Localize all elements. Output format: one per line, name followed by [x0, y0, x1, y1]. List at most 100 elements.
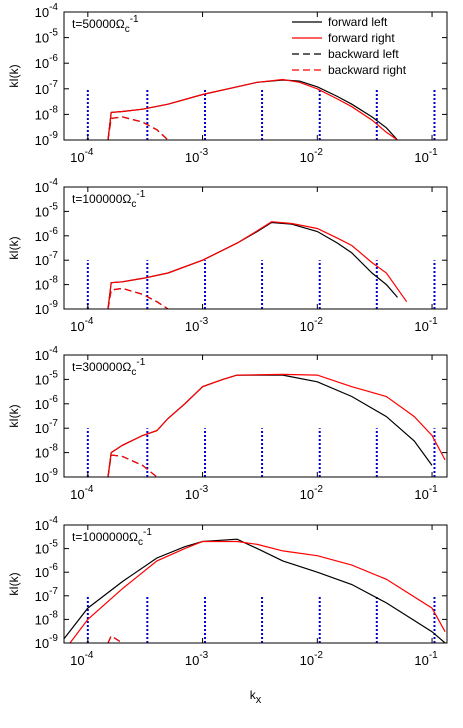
text-part: -1 [130, 14, 139, 25]
text-part: t=50000Ω [72, 17, 125, 31]
x-tick-label: 10-4 [70, 484, 94, 502]
text-part: -6 [49, 53, 58, 64]
y-tick-label: 10-5 [35, 539, 59, 557]
text-part: -4 [49, 515, 58, 526]
text-part: 10 [35, 31, 49, 46]
y-tick-label: 10-7 [35, 586, 59, 604]
text-part: -2 [314, 650, 323, 661]
text-part: 10 [35, 253, 49, 268]
text-part: 10 [300, 319, 314, 334]
legend-label: backward right [328, 63, 407, 77]
y-axis-label: kI(k) [7, 572, 21, 595]
x-tick-label: 10-3 [185, 484, 209, 502]
series-line [107, 79, 398, 140]
series-line [107, 373, 446, 477]
text-part: -5 [49, 28, 58, 39]
text-part: -4 [85, 316, 94, 327]
y-tick-label: 10-5 [35, 28, 59, 46]
x-tick-label: 10-3 [185, 147, 209, 165]
text-part: -1 [429, 650, 438, 661]
text-part: 10 [35, 180, 49, 195]
text-part: 10 [35, 348, 49, 363]
text-part: 10 [35, 470, 49, 485]
text-part: -6 [49, 394, 58, 405]
y-tick-label: 10-4 [35, 345, 59, 363]
text-part: -7 [49, 418, 58, 429]
text-part: 10 [414, 487, 428, 502]
y-tick-label: 10-4 [35, 515, 59, 533]
y-tick-label: 10-7 [35, 79, 59, 97]
text-part: 10 [300, 487, 314, 502]
text-part: 10 [35, 612, 49, 627]
x-tick-label: 10-4 [70, 650, 94, 668]
legend-label: forward left [328, 15, 388, 29]
text-part: 10 [35, 372, 49, 387]
series-line [107, 78, 398, 140]
legend-label: backward left [328, 47, 399, 61]
text-part: -9 [49, 130, 58, 141]
text-part: -5 [49, 369, 58, 380]
x-tick-label: 10-1 [414, 147, 438, 165]
x-tick-label: 10-3 [185, 316, 209, 334]
x-tick-label: 10-2 [300, 650, 324, 668]
x-tick-label: 10-3 [185, 650, 209, 668]
text-part: -1 [429, 484, 438, 495]
text-part: -5 [49, 539, 58, 550]
text-part: 10 [185, 319, 199, 334]
text-part: -4 [85, 147, 94, 158]
x-tick-label: 10-4 [70, 147, 94, 165]
series-line [107, 287, 169, 309]
text-part: 10 [35, 56, 49, 71]
text-part: -6 [49, 226, 58, 237]
text-part: -3 [199, 484, 208, 495]
text-part: -2 [314, 484, 323, 495]
text-part: -4 [85, 484, 94, 495]
x-tick-label: 10-4 [70, 316, 94, 334]
text-part: -1 [143, 527, 152, 538]
x-axis-label: kx [250, 688, 262, 706]
x-tick-label: 10-1 [414, 650, 438, 668]
y-tick-label: 10-8 [35, 609, 59, 627]
text-part: -6 [49, 562, 58, 573]
series-line [69, 540, 446, 643]
text-part: -1 [429, 147, 438, 158]
text-part: c [131, 199, 136, 210]
text-part: t=100000Ω [72, 192, 131, 206]
text-part: t=1000000Ω [72, 530, 138, 544]
text-part: 10 [35, 397, 49, 412]
series-line [107, 116, 169, 140]
text-part: 10 [35, 302, 49, 317]
text-part: -8 [49, 275, 58, 286]
text-part: -3 [199, 650, 208, 661]
text-part: -7 [49, 250, 58, 261]
text-part: -4 [49, 2, 58, 13]
x-tick-label: 10-2 [300, 147, 324, 165]
text-part: 10 [35, 82, 49, 97]
y-tick-label: 10-8 [35, 443, 59, 461]
text-part: -4 [85, 650, 94, 661]
text-part: 10 [35, 421, 49, 436]
text-part: -1 [136, 189, 145, 200]
text-part: 10 [35, 542, 49, 557]
text-part: 10 [35, 107, 49, 122]
text-part: 10 [185, 487, 199, 502]
y-tick-label: 10-6 [35, 226, 59, 244]
y-tick-label: 10-4 [35, 2, 59, 20]
text-part: 10 [70, 150, 84, 165]
y-tick-label: 10-7 [35, 418, 59, 436]
series-line [107, 221, 398, 309]
text-part: c [138, 537, 143, 548]
series-line [107, 287, 169, 309]
x-tick-label: 10-2 [300, 484, 324, 502]
text-part: 10 [414, 653, 428, 668]
text-part: -8 [49, 443, 58, 454]
frame [63, 186, 448, 310]
text-part: -1 [429, 316, 438, 327]
series-line [107, 374, 433, 477]
frame [63, 524, 448, 644]
text-part: -2 [314, 316, 323, 327]
text-part: 10 [35, 229, 49, 244]
text-part: 10 [300, 150, 314, 165]
text-part: 10 [35, 518, 49, 533]
